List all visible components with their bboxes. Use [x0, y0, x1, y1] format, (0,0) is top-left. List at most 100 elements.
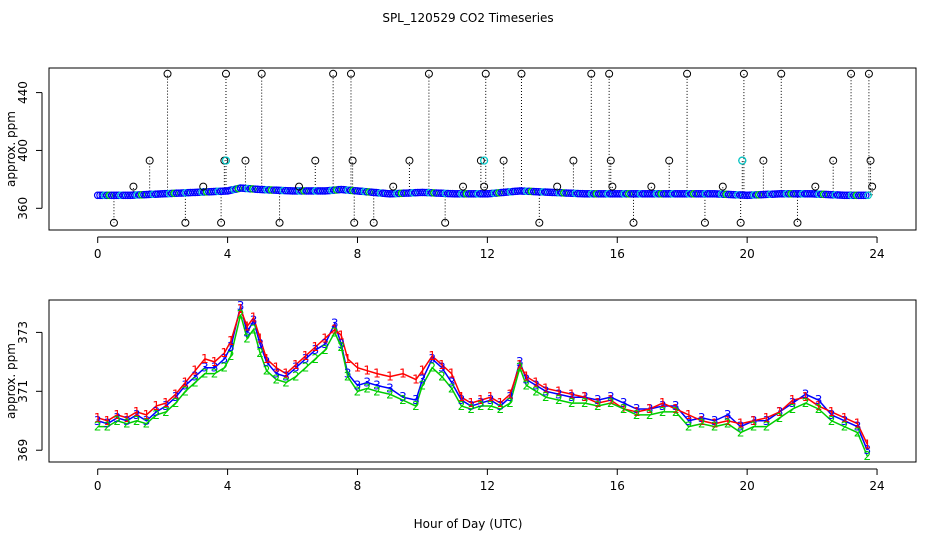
spike-point	[405, 156, 414, 165]
series-marker-2: 2	[428, 361, 436, 375]
x-tick-label: 12	[480, 479, 495, 493]
series-marker-2: 2	[399, 393, 407, 407]
series-marker-2: 2	[221, 361, 229, 375]
y-tick-label: 360	[16, 197, 30, 220]
series-marker-3: 3	[581, 390, 589, 404]
series-marker-1: 1	[750, 414, 758, 428]
series-marker-3: 3	[292, 361, 300, 375]
series-marker-3: 3	[815, 393, 823, 407]
spike-point	[535, 218, 544, 227]
series-marker-2: 2	[263, 364, 271, 378]
series-marker-3: 3	[841, 414, 849, 428]
series-marker-2: 2	[828, 414, 836, 428]
series-marker-1: 1	[428, 349, 436, 363]
series-marker-1: 1	[802, 390, 810, 404]
series-marker-1: 1	[711, 417, 719, 431]
series-marker-2: 2	[321, 343, 329, 357]
series-marker-3: 3	[763, 414, 771, 428]
spike-point	[736, 218, 745, 227]
series-marker-2: 2	[386, 387, 394, 401]
series-marker-1: 1	[685, 408, 693, 422]
spike-point	[275, 218, 284, 227]
series-marker-3: 3	[477, 396, 485, 410]
spike-point	[424, 69, 433, 78]
series-marker-3: 3	[711, 414, 719, 428]
series-marker-2: 2	[685, 420, 693, 434]
series-marker-1: 1	[477, 393, 485, 407]
spike-point	[864, 69, 873, 78]
series-marker-1: 1	[789, 393, 797, 407]
series-marker-3: 3	[113, 411, 121, 425]
series-marker-1: 1	[363, 364, 371, 378]
spike-point	[348, 156, 357, 165]
plot-frame-top	[48, 67, 917, 231]
spike-point	[241, 156, 250, 165]
series-marker-2: 2	[698, 417, 706, 431]
series-marker-3: 3	[182, 378, 190, 392]
series-marker-3: 3	[363, 375, 371, 389]
series-marker-2: 2	[172, 396, 180, 410]
spike-point	[665, 156, 674, 165]
series-marker-1: 1	[438, 358, 446, 372]
x-tick-label: 8	[354, 479, 362, 493]
series-marker-3: 3	[94, 414, 102, 428]
spike-point	[700, 218, 709, 227]
series-marker-1: 1	[737, 417, 745, 431]
series-marker-3: 3	[331, 317, 339, 331]
series-marker-1: 1	[344, 352, 352, 366]
series-marker-3: 3	[789, 396, 797, 410]
series-marker-1: 1	[419, 364, 427, 378]
series-marker-2: 2	[354, 384, 362, 398]
series-marker-3: 3	[487, 393, 495, 407]
series-marker-3: 3	[568, 390, 576, 404]
spike-point	[109, 218, 118, 227]
plot-marks-top	[93, 69, 877, 227]
series-marker-1: 1	[506, 387, 514, 401]
series-marker-2: 2	[789, 402, 797, 416]
series-marker-1: 1	[227, 334, 235, 348]
series-marker-1: 1	[272, 361, 280, 375]
series-marker-2: 2	[243, 331, 251, 345]
series-marker-3: 3	[776, 405, 784, 419]
series-marker-1: 1	[104, 414, 112, 428]
series-marker-3: 3	[227, 340, 235, 354]
plot-frame-bottom	[48, 299, 917, 463]
series-marker-3: 3	[555, 387, 563, 401]
baseline-point	[845, 191, 854, 200]
series-marker-1: 1	[256, 331, 264, 345]
series-marker-2: 2	[412, 399, 420, 413]
baseline-point	[244, 184, 252, 193]
spike-point	[683, 69, 692, 78]
series-marker-3: 3	[737, 420, 745, 434]
spike-point	[441, 218, 450, 227]
series-marker-3: 3	[863, 443, 871, 457]
series-marker-3: 3	[104, 417, 112, 431]
series-marker-2: 2	[133, 414, 141, 428]
series-marker-3: 3	[672, 399, 680, 413]
series-marker-3: 3	[143, 414, 151, 428]
series-marker-2: 2	[646, 408, 654, 422]
x-axis-bottom: 0 4 8 12 16 20 24	[94, 468, 885, 493]
spike-point	[145, 156, 154, 165]
series-marker-3: 3	[133, 408, 141, 422]
series-marker-3: 3	[311, 343, 319, 357]
series-marker-3: 3	[802, 387, 810, 401]
baseline-point	[241, 184, 250, 193]
spike-point	[459, 182, 468, 191]
series-marker-2: 2	[182, 384, 190, 398]
series-marker-2: 2	[344, 370, 352, 384]
spike-point	[777, 69, 786, 78]
series-marker-1: 1	[516, 358, 524, 372]
series-marker-2: 2	[737, 426, 745, 440]
y-tick-label: 369	[16, 439, 30, 462]
series-marker-1: 1	[594, 396, 602, 410]
series-marker-2: 2	[272, 373, 280, 387]
spike-point	[629, 218, 638, 227]
series-marker-3: 3	[386, 381, 394, 395]
baseline-point	[236, 184, 245, 192]
series-marker-1: 1	[568, 387, 576, 401]
series-marker-2: 2	[302, 361, 310, 375]
baseline-point	[246, 184, 255, 193]
series-marker-3: 3	[191, 370, 199, 384]
series-marker-3: 3	[594, 393, 602, 407]
